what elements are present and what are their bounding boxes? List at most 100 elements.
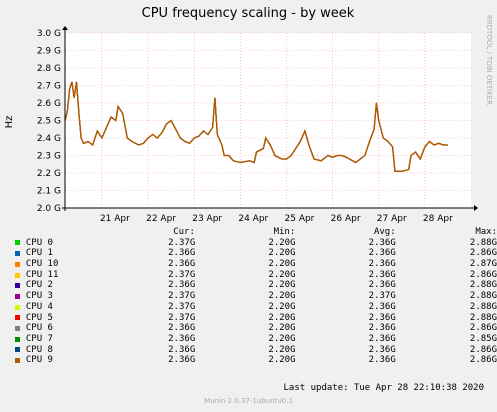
legend-avg-value: 2.36G (368, 323, 396, 334)
legend-max-value: 2.86G (469, 269, 497, 280)
legend-cur-value: 2.36G (168, 248, 196, 259)
legend-max-value: 2.86G (469, 323, 497, 334)
legend-min-value: 2.20G (268, 269, 296, 280)
legend-max-value: 2.88G (469, 280, 497, 291)
x-tick-label: 24 Apr (238, 214, 268, 224)
legend-min-value: 2.20G (268, 280, 296, 291)
y-tick-label: 2.3 G (37, 152, 61, 162)
legend-header: Cur: Min: Avg: Max: (0, 227, 497, 238)
legend-avg-value: 2.36G (368, 248, 396, 259)
legend-min-value: 2.20G (268, 312, 296, 323)
legend-series-name: CPU 6 (25, 323, 53, 334)
chart-title: CPU frequency scaling - by week (142, 6, 355, 21)
legend-cur-value: 2.37G (168, 312, 196, 323)
legend-series-name: CPU 8 (25, 344, 53, 355)
legend-cur-value: 2.36G (168, 280, 196, 291)
legend-avg-value: 2.36G (368, 301, 396, 312)
legend-avg-value: 2.36G (368, 333, 396, 344)
series-lines (64, 81, 448, 173)
legend-series-name: CPU 3 (25, 291, 53, 302)
legend-row: CPU 1 2.36G 2.20G 2.36G 2.86G (0, 248, 497, 259)
y-tick-label: 2.8 G (37, 64, 61, 74)
legend-row: CPU 10 2.36G 2.20G 2.36G 2.87G (0, 259, 497, 270)
legend-min-value: 2.20G (268, 237, 296, 248)
legend-header-max: Max: (475, 227, 497, 237)
legend-row: CPU 8 2.36G 2.20G 2.36G 2.86G (0, 345, 497, 356)
legend-avg-value: 2.36G (368, 259, 396, 270)
legend-row: CPU 2 2.36G 2.20G 2.36G 2.88G (0, 280, 497, 291)
legend-series-name: CPU 11 (25, 269, 59, 280)
last-update: Last update: Tue Apr 28 22:10:38 2020 (283, 383, 484, 393)
legend-series-name: CPU 7 (25, 333, 53, 344)
legend-row: CPU 3 2.37G 2.20G 2.37G 2.88G (0, 291, 497, 302)
legend-swatch (15, 347, 20, 353)
legend-swatch (15, 325, 20, 331)
axis-ticks: 3.0 G 2.9 G 2.8 G 2.7 G 2.6 G 2.5 G 2.4 G 2.3 G… (37, 29, 453, 224)
legend-min-value: 2.20G (268, 344, 296, 355)
legend-cur-value: 2.36G (168, 344, 196, 355)
legend-series-name: CPU 1 (25, 248, 53, 259)
legend-cur-value: 2.37G (168, 291, 196, 302)
legend-series-name: CPU 2 (25, 280, 53, 291)
legend-min-value: 2.20G (268, 355, 296, 366)
x-tick-label: 22 Apr (146, 214, 176, 224)
legend-swatch (15, 315, 20, 321)
legend-max-value: 2.88G (469, 237, 497, 248)
legend-series-name: CPU 10 (25, 259, 59, 270)
x-axis-arrow (474, 205, 478, 211)
legend-avg-value: 2.36G (368, 280, 396, 291)
legend-row: CPU 4 2.37G 2.20G 2.36G 2.88G (0, 302, 497, 313)
legend-max-value: 2.86G (469, 355, 497, 366)
x-tick-label: 28 Apr (423, 214, 453, 224)
munin-version: Munin 2.0.37-1ubuntu0.1 (204, 397, 293, 405)
legend-header-avg: Avg: (373, 227, 396, 237)
y-tick-label: 2.5 G (37, 117, 61, 127)
y-tick-label: 3.0 G (37, 29, 61, 39)
legend-row: CPU 0 2.37G 2.20G 2.36G 2.88G (0, 238, 497, 249)
legend-series-name: CPU 4 (25, 301, 53, 312)
legend-max-value: 2.86G (469, 344, 497, 355)
legend-swatch (15, 336, 20, 342)
legend-cur-value: 2.36G (168, 333, 196, 344)
legend-swatch (15, 283, 20, 289)
legend-header-min: Min: (273, 227, 296, 237)
legend-cur-value: 2.37G (168, 237, 196, 248)
legend-min-value: 2.20G (268, 248, 296, 259)
legend-min-value: 2.20G (268, 259, 296, 270)
legend-header-cur: Cur: (173, 227, 195, 237)
legend-swatch (15, 251, 20, 257)
legend-cur-value: 2.37G (168, 301, 196, 312)
legend-swatch (15, 240, 20, 246)
plot-area (65, 33, 471, 208)
y-axis-arrow (62, 26, 68, 30)
series-line-cpu-9 (64, 81, 448, 173)
x-tick-label: 21 Apr (100, 214, 130, 224)
legend-swatch (15, 272, 20, 278)
legend-row: CPU 6 2.36G 2.20G 2.36G 2.86G (0, 323, 497, 334)
y-tick-label: 2.7 G (37, 82, 61, 92)
legend-avg-value: 2.36G (368, 344, 396, 355)
legend-min-value: 2.20G (268, 291, 296, 302)
legend-max-value: 2.86G (469, 248, 497, 259)
legend-avg-value: 2.36G (368, 237, 396, 248)
legend-swatch (15, 293, 20, 299)
legend-cur-value: 2.36G (168, 259, 196, 270)
legend-max-value: 2.88G (469, 291, 497, 302)
y-tick-label: 2.6 G (37, 99, 61, 109)
legend-min-value: 2.20G (268, 301, 296, 312)
legend-cur-value: 2.36G (168, 323, 196, 334)
y-tick-label: 2.0 G (37, 204, 61, 214)
legend-max-value: 2.87G (469, 259, 497, 270)
legend-avg-value: 2.37G (368, 291, 396, 302)
x-tick-label: 23 Apr (192, 214, 222, 224)
x-tick-label: 25 Apr (285, 214, 315, 224)
legend-row: CPU 9 2.36G 2.20G 2.36G 2.86G (0, 355, 497, 366)
x-tick-label: 26 Apr (331, 214, 361, 224)
legend-table: Cur: Min: Avg: Max: CPU 0 2.37G 2.20G 2.36G… (0, 227, 497, 366)
legend-series-name: CPU 9 (25, 355, 53, 366)
legend-header-spacer (0, 227, 113, 238)
legend-min-value: 2.20G (268, 333, 296, 344)
y-tick-label: 2.9 G (37, 47, 61, 57)
legend-swatch (15, 358, 20, 364)
